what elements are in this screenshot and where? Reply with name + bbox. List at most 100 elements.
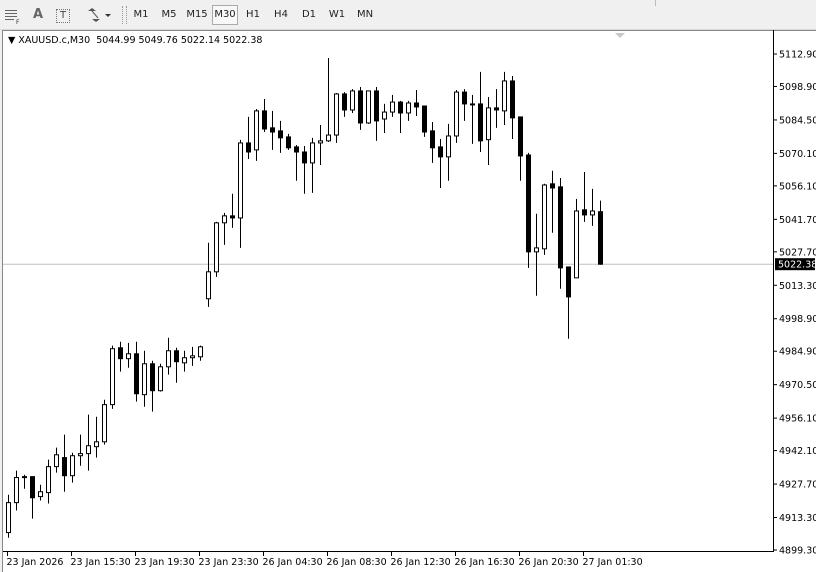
candle (358, 86, 363, 130)
bear-candle-body (30, 476, 35, 499)
y-tick-label: 5056.10 (779, 181, 816, 192)
candle (518, 116, 523, 181)
candle (574, 198, 579, 279)
bear-candle-body (230, 215, 235, 219)
candle (462, 89, 467, 121)
candle (70, 452, 75, 483)
x-tick-label: 23 Jan 2026 (7, 557, 64, 568)
bear-candle-body (558, 186, 563, 269)
bear-candle-body (526, 154, 531, 253)
candle (374, 86, 379, 141)
bull-candle-body (22, 476, 27, 479)
bull-candle-body (502, 80, 507, 112)
current-price-tag (775, 258, 815, 271)
bear-candle-body (294, 146, 299, 153)
candle (54, 447, 59, 473)
timeframe-w1-button[interactable]: W1 (328, 9, 346, 20)
bull-candle-body (78, 453, 83, 457)
candle (254, 109, 259, 161)
x-tick-label: 26 Jan 20:30 (519, 557, 579, 568)
bull-candle-body (310, 142, 315, 164)
candle (510, 76, 515, 139)
candle (598, 200, 603, 265)
candle (582, 171, 587, 222)
text-label-icon[interactable]: T (56, 9, 70, 23)
candle (414, 89, 419, 116)
candle (166, 337, 171, 375)
candle (174, 347, 179, 383)
candle (46, 459, 51, 504)
candle (110, 345, 115, 409)
bear-candle-body (270, 127, 275, 133)
candle (366, 90, 371, 124)
timeframe-h1-button[interactable]: H1 (246, 9, 260, 20)
candle (390, 94, 395, 117)
y-tick-label: 5070.10 (779, 149, 816, 160)
bull-candle-body (166, 350, 171, 368)
candle (318, 125, 323, 165)
bear-candle-body (478, 103, 483, 142)
timeframe-mn-button[interactable]: MN (356, 9, 374, 20)
candle (502, 71, 507, 126)
symbol-label: XAUUSD.c,M30 (18, 35, 91, 46)
timeframe-m1-button[interactable]: M1 (133, 9, 149, 20)
bull-candle-body (206, 271, 211, 300)
x-tick-label: 26 Jan 12:30 (391, 557, 451, 568)
candle (14, 470, 19, 511)
bear-candle-body (174, 350, 179, 363)
bull-candle-body (198, 346, 203, 358)
candle (222, 212, 227, 245)
bull-candle-body (38, 491, 43, 498)
candle (158, 363, 163, 392)
candle (422, 105, 427, 137)
timeframe-m30-button[interactable]: M30 (212, 5, 238, 25)
bear-candle-body (134, 353, 139, 395)
grid-icon[interactable]: F (2, 5, 22, 26)
timeframe-h4-button[interactable]: H4 (274, 9, 288, 20)
chart-shift-marker-icon[interactable] (615, 33, 625, 38)
candle (566, 266, 571, 339)
text-icon[interactable]: A (32, 7, 44, 22)
bull-candle-body (158, 366, 163, 392)
candle (102, 399, 107, 445)
bear-candle-body (398, 101, 403, 114)
candle (454, 89, 459, 143)
bull-candle-body (86, 445, 91, 455)
candle (214, 221, 219, 277)
arrows-icon[interactable] (84, 5, 114, 25)
candle (278, 120, 283, 153)
x-tick-label: 23 Jan 15:30 (71, 557, 131, 568)
candle (334, 93, 339, 143)
bull-candle-body (326, 134, 331, 142)
candle (558, 178, 563, 289)
y-tick-label: 4942.10 (779, 446, 816, 457)
candle (126, 342, 131, 368)
timeframe-d1-button[interactable]: D1 (301, 9, 317, 20)
bear-candle-body (302, 151, 307, 164)
candle (478, 71, 483, 152)
bear-candle-body (414, 102, 419, 108)
ohlc-values: 5044.99 5049.76 5022.14 5022.38 (96, 35, 263, 46)
chart-header: ▼ XAUUSD.c,M30 5044.99 5049.76 5022.14 5… (8, 35, 262, 46)
toolbar-grip[interactable] (122, 6, 127, 24)
bull-candle-body (350, 90, 355, 111)
timeframe-m15-button[interactable]: M15 (186, 9, 208, 20)
bull-candle-body (406, 102, 411, 114)
timeframe-m5-button[interactable]: M5 (161, 9, 177, 20)
x-tick-label: 26 Jan 08:30 (327, 557, 387, 568)
y-tick-label: 4970.50 (779, 380, 816, 391)
collapse-triangle-icon[interactable]: ▼ (8, 35, 16, 46)
y-tick-label: 4956.10 (779, 414, 816, 425)
candle (270, 110, 275, 150)
candle (94, 416, 99, 458)
candle (86, 414, 91, 471)
bull-candle-body (446, 135, 451, 158)
candle (542, 183, 547, 255)
candle (246, 116, 251, 159)
bear-candle-body (430, 130, 435, 149)
candle (350, 89, 355, 113)
bull-candle-body (214, 222, 219, 273)
candle (310, 137, 315, 193)
bear-candle-body (278, 130, 283, 139)
